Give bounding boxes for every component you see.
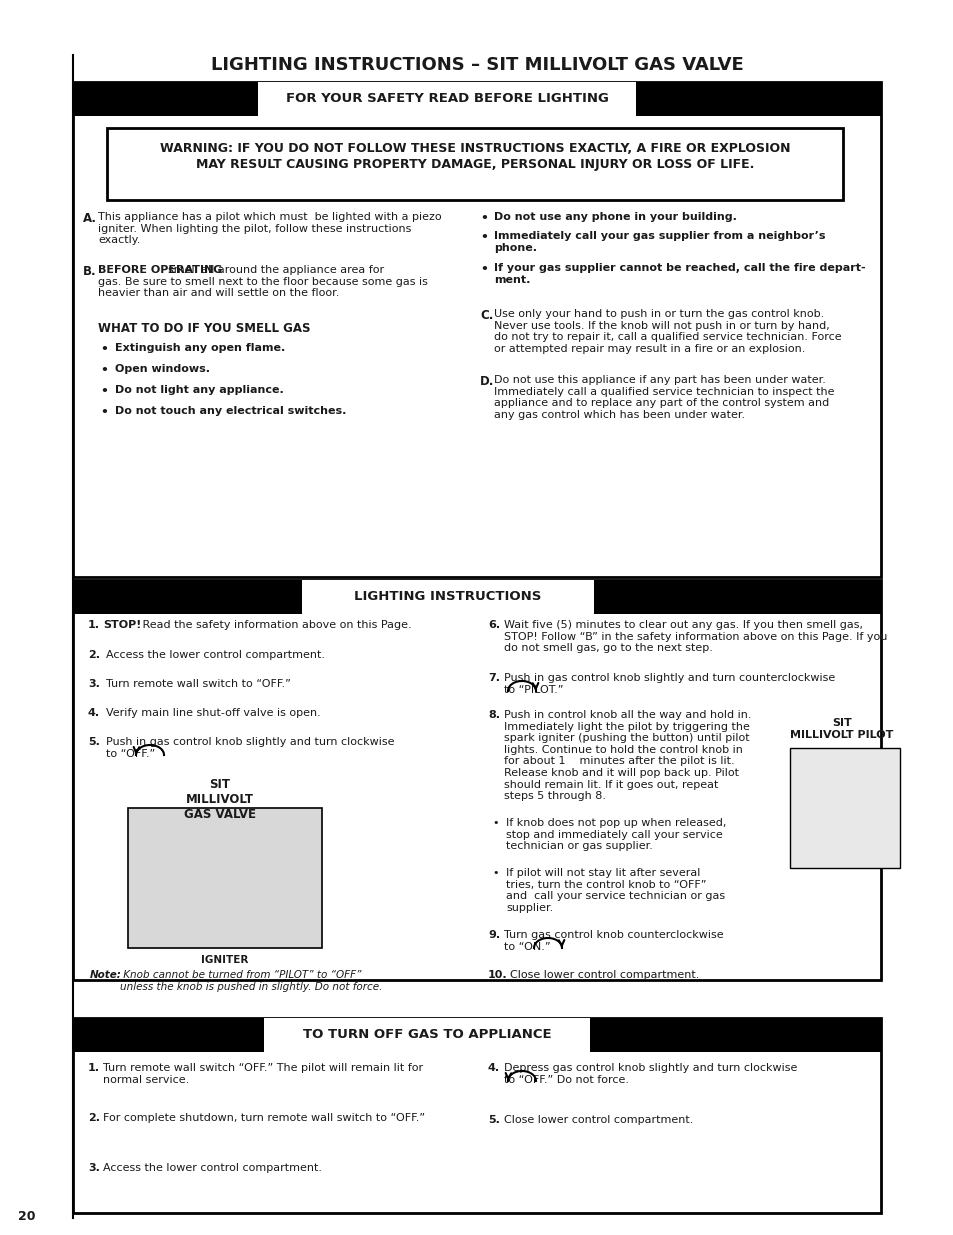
Bar: [73, 580, 880, 614]
Text: B.: B.: [83, 266, 96, 278]
Text: 3.: 3.: [88, 1163, 100, 1173]
Text: This appliance has a pilot which must  be lighted with a piezo
igniter. When lig: This appliance has a pilot which must be…: [98, 212, 441, 246]
Bar: [73, 82, 880, 577]
Text: 20: 20: [18, 1210, 35, 1223]
Text: Do not touch any electrical switches.: Do not touch any electrical switches.: [115, 406, 346, 416]
Text: •: •: [100, 364, 108, 377]
Text: Read the safety information above on this Page.: Read the safety information above on thi…: [139, 620, 411, 630]
Text: WHAT TO DO IF YOU SMELL GAS: WHAT TO DO IF YOU SMELL GAS: [98, 322, 310, 335]
Text: Do not use this appliance if any part has been under water.
Immediately call a q: Do not use this appliance if any part ha…: [494, 375, 834, 420]
Text: Close lower control compartment.: Close lower control compartment.: [503, 1115, 693, 1125]
Text: •: •: [479, 212, 487, 225]
Text: If your gas supplier cannot be reached, call the fire depart-
ment.: If your gas supplier cannot be reached, …: [494, 263, 864, 284]
Text: FOR YOUR SAFETY READ BEFORE LIGHTING: FOR YOUR SAFETY READ BEFORE LIGHTING: [285, 93, 608, 105]
Text: 3.: 3.: [88, 679, 100, 689]
Text: Open windows.: Open windows.: [115, 364, 210, 374]
Text: LIGHTING INSTRUCTIONS – SIT MILLIVOLT GAS VALVE: LIGHTING INSTRUCTIONS – SIT MILLIVOLT GA…: [211, 56, 742, 74]
Bar: [73, 82, 880, 116]
Text: •: •: [479, 231, 487, 245]
Bar: [302, 580, 594, 614]
Text: Push in control knob all the way and hold in.
Immediately light the pilot by tri: Push in control knob all the way and hol…: [503, 710, 751, 802]
Text: D.: D.: [479, 375, 494, 388]
Text: •: •: [492, 868, 498, 878]
Text: Note:: Note:: [90, 969, 122, 981]
Text: •: •: [492, 818, 498, 827]
Text: Depress gas control knob slightly and turn clockwise: Depress gas control knob slightly and tu…: [503, 1063, 797, 1073]
Text: Use only your hand to push in or turn the gas control knob.
Never use tools. If : Use only your hand to push in or turn th…: [494, 309, 841, 353]
Text: Wait five (5) minutes to clear out any gas. If you then smell gas,
STOP! Follow : Wait five (5) minutes to clear out any g…: [503, 620, 886, 653]
Text: 8.: 8.: [488, 710, 499, 720]
Text: to “OFF.” Do not force.: to “OFF.” Do not force.: [503, 1074, 628, 1086]
Text: 4.: 4.: [488, 1063, 499, 1073]
Text: Knob cannot be turned from “PILOT” to “OFF”
unless the knob is pushed in slightl: Knob cannot be turned from “PILOT” to “O…: [120, 969, 382, 992]
Text: If pilot will not stay lit after several
tries, turn the control knob to “OFF”
a: If pilot will not stay lit after several…: [505, 868, 724, 913]
Bar: [789, 748, 899, 868]
Text: Access the lower control compartment.: Access the lower control compartment.: [103, 1163, 322, 1173]
Text: Push in gas control knob slightly and turn counterclockwise: Push in gas control knob slightly and tu…: [503, 673, 835, 683]
Text: BEFORE OPERATING: BEFORE OPERATING: [98, 266, 222, 275]
Text: Turn gas control knob counterclockwise: Turn gas control knob counterclockwise: [503, 930, 723, 940]
Text: 2.: 2.: [88, 1113, 100, 1123]
Text: 1.: 1.: [88, 1063, 100, 1073]
Text: If knob does not pop up when released,
stop and immediately call your service
te: If knob does not pop up when released, s…: [505, 818, 725, 851]
Bar: [128, 808, 322, 948]
Text: Close lower control compartment.: Close lower control compartment.: [510, 969, 699, 981]
Text: Do not light any appliance.: Do not light any appliance.: [115, 385, 283, 395]
Text: 5.: 5.: [88, 737, 100, 747]
Text: to “PILOT.”: to “PILOT.”: [503, 685, 563, 695]
Text: 9.: 9.: [488, 930, 499, 940]
Text: 7.: 7.: [488, 673, 499, 683]
Text: WARNING: IF YOU DO NOT FOLLOW THESE INSTRUCTIONS EXACTLY, A FIRE OR EXPLOSION: WARNING: IF YOU DO NOT FOLLOW THESE INST…: [159, 142, 789, 156]
Text: A.: A.: [83, 212, 97, 225]
Bar: [257, 82, 636, 116]
Text: Immediately call your gas supplier from a neighbor’s
phone.: Immediately call your gas supplier from …: [494, 231, 824, 253]
Text: Access the lower control compartment.: Access the lower control compartment.: [106, 650, 325, 659]
Text: 2.: 2.: [88, 650, 100, 659]
Text: •: •: [479, 263, 487, 275]
Bar: [264, 1018, 589, 1052]
Text: 4.: 4.: [88, 708, 100, 718]
Text: 5.: 5.: [488, 1115, 499, 1125]
Text: For complete shutdown, turn remote wall switch to “OFF.”: For complete shutdown, turn remote wall …: [103, 1113, 425, 1123]
Text: 10.: 10.: [488, 969, 507, 981]
Text: TO TURN OFF GAS TO APPLIANCE: TO TURN OFF GAS TO APPLIANCE: [302, 1029, 551, 1041]
Text: •: •: [100, 343, 108, 356]
Text: STOP!: STOP!: [103, 620, 141, 630]
Text: Turn remote wall switch “OFF.” The pilot will remain lit for
normal service.: Turn remote wall switch “OFF.” The pilot…: [103, 1063, 423, 1084]
Text: MAY RESULT CAUSING PROPERTY DAMAGE, PERSONAL INJURY OR LOSS OF LIFE.: MAY RESULT CAUSING PROPERTY DAMAGE, PERS…: [195, 158, 754, 170]
Text: Turn remote wall switch to “OFF.”: Turn remote wall switch to “OFF.”: [106, 679, 291, 689]
Bar: [73, 1018, 880, 1052]
Text: to “OFF.”: to “OFF.”: [106, 748, 155, 760]
Text: IGNITER: IGNITER: [201, 955, 249, 965]
Text: to “ON.”: to “ON.”: [503, 942, 550, 952]
Text: LIGHTING INSTRUCTIONS: LIGHTING INSTRUCTIONS: [354, 590, 541, 604]
Text: SIT
MILLIVOLT PILOT: SIT MILLIVOLT PILOT: [789, 718, 893, 740]
Text: 6.: 6.: [488, 620, 499, 630]
Text: •: •: [100, 406, 108, 419]
Bar: [73, 1018, 880, 1213]
Text: Do not use any phone in your building.: Do not use any phone in your building.: [494, 212, 736, 222]
Bar: [73, 580, 880, 981]
Text: 1.: 1.: [88, 620, 100, 630]
Text: Verify main line shut-off valve is open.: Verify main line shut-off valve is open.: [106, 708, 320, 718]
Text: SIT
MILLIVOLT
GAS VALVE: SIT MILLIVOLT GAS VALVE: [184, 778, 255, 821]
Text: Push in gas control knob slightly and turn clockwise: Push in gas control knob slightly and tu…: [106, 737, 395, 747]
Text: Extinguish any open flame.: Extinguish any open flame.: [115, 343, 285, 353]
Text: C.: C.: [479, 309, 493, 322]
Bar: [107, 128, 842, 200]
Text: •: •: [100, 385, 108, 398]
Text: smell all around the appliance area for
gas. Be sure to smell next to the floor : smell all around the appliance area for …: [98, 266, 428, 298]
